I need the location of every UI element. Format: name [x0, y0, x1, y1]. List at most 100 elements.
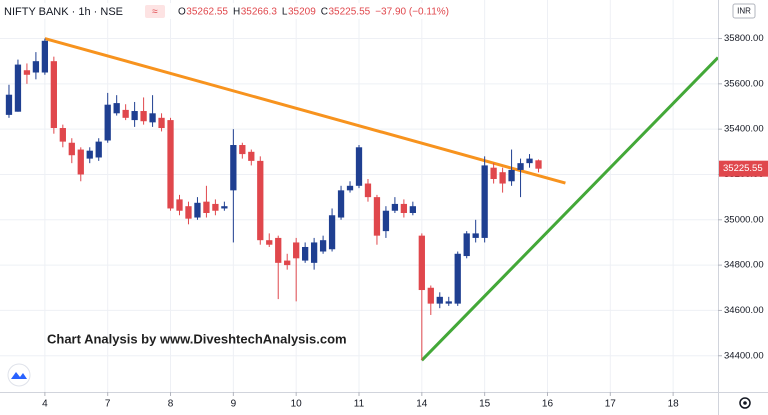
candle-body [535, 160, 542, 169]
candle-body [346, 185, 354, 191]
y-tick-label: 35000.00 [724, 214, 764, 225]
currency: INR [737, 7, 751, 16]
compare-icon: ≈ [152, 7, 158, 18]
candle-body [104, 104, 111, 141]
candle-body [454, 253, 461, 304]
candle-body [122, 109, 129, 118]
candle-body [382, 210, 390, 232]
symbol-title: NIFTY BANK · 1h · NSE [4, 6, 123, 18]
candle-body [391, 203, 399, 211]
candle-body [472, 233, 479, 238]
x-tick-label: 11 [354, 399, 365, 410]
candle-body [310, 242, 318, 263]
candle-body [418, 235, 425, 291]
y-tick-label: 34800.00 [724, 260, 764, 271]
x-tick-label: 8 [168, 399, 174, 410]
candle-body [481, 165, 488, 238]
candle-body [319, 240, 327, 252]
candle-body [490, 167, 497, 180]
candle-body [140, 111, 147, 122]
ohlc-value: 35266.3 [241, 7, 278, 18]
candle-body [293, 242, 300, 259]
candle-body [526, 158, 533, 164]
candle-body [239, 145, 246, 155]
settings-icon[interactable] [739, 397, 751, 409]
candle-body [266, 240, 273, 245]
candle-body [248, 151, 255, 161]
candle-body [203, 201, 210, 213]
trendlines [44, 37, 720, 362]
ohlc-value: 35225.55 [329, 7, 371, 18]
legend-bg [2, 3, 457, 19]
trendline [44, 37, 566, 185]
ohlc-label: L [282, 7, 288, 18]
trendline [420, 56, 720, 362]
candle-body [212, 203, 219, 211]
candle-body [14, 64, 22, 112]
logo-mark [11, 372, 27, 379]
x-tick-label: 7 [105, 399, 111, 410]
x-tick-label: 18 [668, 399, 680, 410]
candle-body [508, 169, 515, 182]
x-tick-label: 9 [231, 399, 237, 410]
candle-body [32, 61, 40, 73]
annotation: Chart Analysis by www.DiveshtechAnalysis… [47, 331, 347, 346]
ohlc-label: C [321, 7, 328, 18]
candle-body [499, 172, 506, 184]
y-tick-label: 35800.00 [724, 33, 764, 44]
y-tick-label: 35400.00 [724, 124, 764, 135]
candle-body [230, 145, 237, 191]
candle-body [257, 160, 264, 241]
candle-body [364, 183, 372, 198]
candle-body [337, 190, 345, 218]
candle-body [436, 296, 443, 304]
candle-body [41, 40, 49, 73]
candle-body [77, 149, 84, 175]
logo[interactable] [7, 363, 31, 387]
candle-body [328, 215, 336, 250]
candle-body [427, 287, 434, 304]
candle-body [463, 233, 470, 257]
candle-body [373, 197, 381, 236]
candle-body [68, 142, 75, 156]
candle-body [400, 203, 408, 213]
axes: 34400.0034600.0034800.0035000.0035200.00… [42, 33, 768, 410]
candle-body [113, 103, 120, 114]
x-tick-label: 14 [416, 399, 428, 410]
x-tick-label: 4 [42, 399, 48, 410]
candle-body [5, 94, 13, 115]
candle-body [86, 150, 93, 159]
candle-body [131, 111, 138, 121]
candles [5, 38, 542, 361]
x-tick-label: 17 [605, 399, 617, 410]
candle-body [284, 260, 291, 266]
candle-body [185, 206, 192, 219]
candle-body [275, 237, 282, 263]
ohlc-label: H [233, 7, 240, 18]
candle-body [23, 70, 31, 75]
x-tick-label: 15 [479, 399, 491, 410]
candle-body [355, 147, 363, 186]
y-tick-label: 34600.00 [724, 305, 764, 316]
candle-body [167, 120, 174, 209]
y-tick-label: 35600.00 [724, 78, 764, 89]
candle-body [517, 163, 524, 170]
candle-body [409, 206, 416, 213]
settings-dot [743, 401, 747, 405]
candle-body [59, 128, 66, 142]
ohlc-value: 35209 [288, 7, 316, 18]
currency-box [732, 3, 756, 19]
price-tag [719, 160, 768, 177]
compare-badge[interactable] [145, 5, 165, 18]
ohlc-legend: O 35262.55 H 35266.3 L 35209 C 35225.55 −37.90 (… [178, 7, 449, 18]
candle-body [50, 61, 57, 129]
candle-body [302, 246, 309, 261]
candle-body [221, 206, 228, 209]
candle-body [95, 141, 102, 158]
x-tick-label: 10 [291, 399, 303, 410]
ohlc-change: −37.90 (−0.11%) [375, 7, 449, 18]
price-tag-label: 35225.55 [723, 163, 763, 174]
candle-body [445, 301, 452, 304]
candle-body [158, 117, 165, 129]
